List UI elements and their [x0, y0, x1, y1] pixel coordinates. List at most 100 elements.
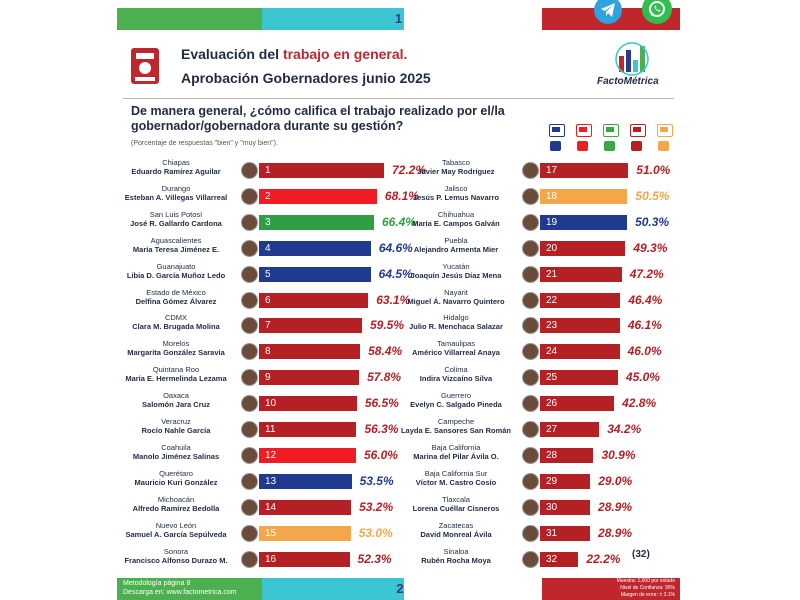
title-prefix: Evaluación del: [181, 46, 283, 62]
page-number-top: 1: [394, 11, 403, 26]
approval-bar: [540, 214, 628, 230]
state-name: Baja California: [431, 442, 481, 452]
percentage-label: 52.3%: [357, 551, 392, 566]
party-color-swatch-mc: [658, 141, 669, 151]
telegram-icon[interactable]: [594, 0, 622, 24]
approval-bar: [259, 499, 352, 515]
governor-name: Indira Vizcaíno Silva: [419, 374, 493, 384]
approval-bar: [259, 266, 371, 282]
percentage-label: 56.5%: [364, 396, 399, 411]
governor-name: María E. Hermelinda Lezama: [125, 374, 227, 384]
approval-bar: [540, 292, 621, 308]
governor-name: Esteban A. Villegas Villarreal: [124, 192, 228, 202]
rank-label: 30: [546, 501, 558, 513]
bottom-bar-white-segment: [404, 578, 542, 600]
approval-bar: [540, 473, 591, 489]
state-name: Tabasco: [442, 158, 470, 167]
rank-label: 2: [265, 190, 271, 202]
percentage-label: 53.5%: [359, 473, 394, 488]
approval-bar: [259, 240, 371, 256]
governor-name: Marina del Pilar Ávila O.: [413, 451, 499, 461]
rank-label: 32: [546, 553, 558, 565]
state-governor-label: Sinaloa Rubén Rocha Moya: [397, 547, 515, 565]
approval-bar: [540, 551, 579, 567]
state-governor-label: Chihuahua María E. Campos Galván: [397, 210, 515, 228]
download-link[interactable]: Descarga en: www.factometrica.com: [123, 589, 237, 596]
bottom-bar-red-segment: [542, 578, 680, 600]
governor-avatar: [241, 239, 258, 257]
rank-label: 22: [546, 294, 558, 306]
governor-name: Víctor M. Castro Cosío: [415, 477, 497, 487]
state-governor-label: Tlaxcala Lorena Cuéllar Cisneros: [397, 495, 515, 513]
governor-name: Samuel A. García Sepúlveda: [125, 529, 227, 539]
governor-name: Eduardo Ramírez Aguilar: [131, 167, 221, 176]
rank-label: 16: [265, 553, 277, 565]
state-name: Nayarit: [444, 287, 468, 297]
governor-name: Francisco Alfonso Durazo M.: [124, 555, 228, 565]
approval-bar: [259, 551, 350, 567]
rank-label: 26: [546, 398, 558, 410]
methodology-line: Metodología página 8: [123, 580, 191, 587]
rank-label: 23: [546, 320, 558, 332]
approval-bar: [259, 370, 360, 386]
governor-name: Evelyn C. Salgado Pineda: [410, 400, 502, 410]
rank-label: 12: [265, 449, 277, 461]
approval-bar: [259, 473, 352, 489]
state-name: Quintana Roo: [152, 365, 200, 375]
state-governor-label: Coahuila Manolo Jiménez Salinas: [117, 443, 235, 461]
state-governor-label: Baja California Sur Víctor M. Castro Cosí…: [397, 469, 515, 487]
percentage-label: 50.5%: [635, 188, 670, 203]
governor-avatar: [241, 343, 258, 361]
bottom-bar-green-segment: [117, 578, 262, 600]
rank-label: 25: [546, 372, 558, 384]
percentage-label: 30.9%: [601, 447, 636, 462]
percentage-label: 63.1%: [376, 292, 411, 307]
party-color-swatch-pan-pri-prd: [550, 141, 561, 151]
confidence-line: Nivel de Confianza: 95%: [620, 585, 675, 591]
governor-avatar: [522, 162, 539, 179]
state-name: Campeche: [437, 417, 475, 426]
approval-bar: [540, 422, 600, 437]
state-governor-label: Campeche Layda E. Sansores San Román: [397, 417, 515, 435]
governor-avatar: [241, 395, 258, 413]
state-name: Morelos: [162, 339, 190, 349]
rank-label: 8: [265, 346, 271, 358]
percentage-label: 59.5%: [370, 318, 405, 333]
bottom-color-bar: [117, 578, 680, 600]
governor-avatar: [522, 421, 539, 438]
governor-name: Javier May Rodríguez: [417, 167, 495, 176]
governor-avatar: [522, 265, 539, 283]
governor-avatar: [241, 317, 258, 335]
rank-label: 13: [265, 475, 277, 487]
state-name: Puebla: [444, 235, 468, 245]
party-logo-mark: [660, 127, 668, 132]
state-governor-label: Estado de México Delfina Gómez Álvarez: [117, 288, 235, 306]
state-name: Querétaro: [159, 468, 193, 478]
governor-avatar: [522, 395, 539, 413]
percentage-label: 49.3%: [633, 240, 668, 255]
state-name: Aguascalientes: [150, 235, 202, 245]
governor-avatar: [522, 317, 539, 335]
party-logo-mark: [606, 127, 614, 132]
state-governor-label: Michoacán Alfredo Ramírez Bedolla: [117, 495, 235, 513]
approval-bar: [540, 499, 591, 515]
governor-avatar: [522, 446, 539, 464]
percentage-label: 66.4%: [381, 214, 416, 229]
approval-bar: [540, 370, 618, 386]
party-logo-pan-pri-prd: [549, 124, 565, 137]
top-bar-white-segment: [404, 8, 542, 30]
governor-avatar: [241, 550, 258, 568]
rank-label: 15: [265, 527, 277, 539]
state-governor-label: Guerrero Evelyn C. Salgado Pineda: [397, 391, 515, 409]
state-name: CDMX: [164, 313, 188, 323]
governor-name: Margarita González Saravia: [127, 348, 225, 358]
top-bar-green-segment: [117, 8, 262, 30]
party-logo-pvem: [603, 124, 619, 137]
state-governor-label: Morelos Margarita González Saravia: [117, 339, 235, 357]
state-governor-label: Yucatán Joaquín Jesús Díaz Mena: [397, 262, 515, 280]
whatsapp-icon[interactable]: [642, 0, 672, 24]
approval-bar: [259, 447, 356, 463]
governor-avatar: [522, 343, 539, 361]
approval-bar: [540, 188, 628, 204]
factometrica-chart-icon: [597, 42, 667, 82]
